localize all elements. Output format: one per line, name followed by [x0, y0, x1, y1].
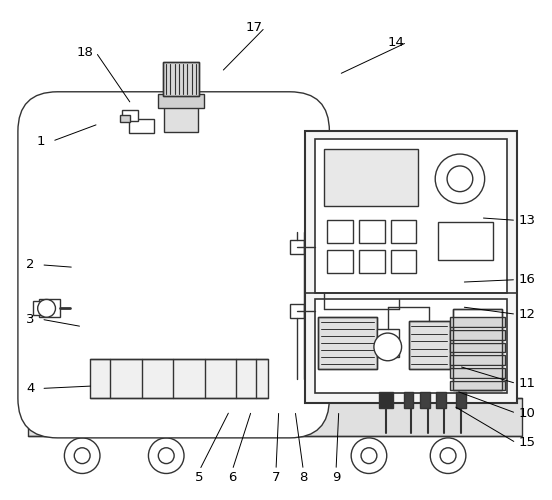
- Bar: [408, 321, 450, 368]
- Bar: [315, 300, 507, 394]
- Bar: [317, 317, 377, 368]
- Bar: [456, 392, 466, 408]
- Bar: [327, 220, 353, 243]
- Text: 13: 13: [518, 214, 535, 227]
- Bar: [438, 222, 492, 260]
- Text: 15: 15: [518, 436, 535, 450]
- Bar: [163, 62, 199, 96]
- Bar: [450, 368, 506, 378]
- Circle shape: [148, 438, 184, 474]
- Bar: [122, 110, 137, 122]
- Bar: [450, 355, 506, 365]
- Bar: [421, 392, 430, 408]
- Text: 10: 10: [519, 406, 535, 420]
- Bar: [327, 250, 353, 272]
- Circle shape: [435, 154, 485, 204]
- Bar: [404, 392, 413, 408]
- Bar: [450, 317, 506, 327]
- Circle shape: [447, 166, 473, 192]
- Circle shape: [374, 333, 402, 361]
- Circle shape: [440, 448, 456, 464]
- Bar: [325, 149, 418, 206]
- Bar: [315, 139, 507, 292]
- Text: 1: 1: [37, 134, 45, 147]
- Circle shape: [351, 438, 387, 474]
- Bar: [164, 104, 198, 132]
- Circle shape: [65, 438, 100, 474]
- Circle shape: [75, 448, 90, 464]
- Circle shape: [430, 438, 466, 474]
- Bar: [453, 310, 502, 390]
- Text: 3: 3: [26, 312, 35, 326]
- Text: 16: 16: [519, 273, 535, 286]
- Bar: [359, 250, 385, 272]
- Bar: [39, 300, 60, 317]
- Circle shape: [158, 448, 174, 464]
- Text: 9: 9: [332, 471, 340, 484]
- Bar: [391, 250, 416, 272]
- Bar: [379, 392, 392, 408]
- Text: 6: 6: [228, 471, 236, 484]
- Bar: [290, 304, 304, 318]
- Text: 12: 12: [518, 308, 535, 321]
- Text: 7: 7: [272, 471, 280, 484]
- Bar: [450, 330, 506, 340]
- Bar: [317, 317, 377, 368]
- Bar: [436, 392, 446, 408]
- Text: 11: 11: [518, 377, 535, 390]
- Bar: [290, 240, 304, 254]
- Bar: [408, 321, 450, 368]
- Bar: [33, 302, 46, 316]
- Text: 14: 14: [388, 36, 405, 49]
- Bar: [377, 329, 399, 357]
- Bar: [28, 398, 522, 436]
- Bar: [391, 220, 416, 243]
- Bar: [163, 62, 199, 96]
- Bar: [453, 310, 502, 390]
- Text: 18: 18: [77, 46, 93, 59]
- Text: 8: 8: [299, 471, 307, 484]
- Circle shape: [38, 300, 56, 317]
- Bar: [359, 220, 385, 243]
- FancyBboxPatch shape: [18, 92, 330, 438]
- Bar: [158, 94, 204, 108]
- Text: 4: 4: [26, 382, 35, 395]
- Bar: [305, 132, 517, 404]
- Bar: [90, 359, 268, 399]
- Text: 2: 2: [26, 258, 35, 272]
- Text: 5: 5: [195, 471, 204, 484]
- Circle shape: [361, 448, 377, 464]
- Bar: [450, 380, 506, 390]
- Bar: [450, 342, 506, 352]
- Bar: [129, 120, 155, 134]
- Text: 17: 17: [246, 21, 263, 34]
- Bar: [120, 114, 130, 122]
